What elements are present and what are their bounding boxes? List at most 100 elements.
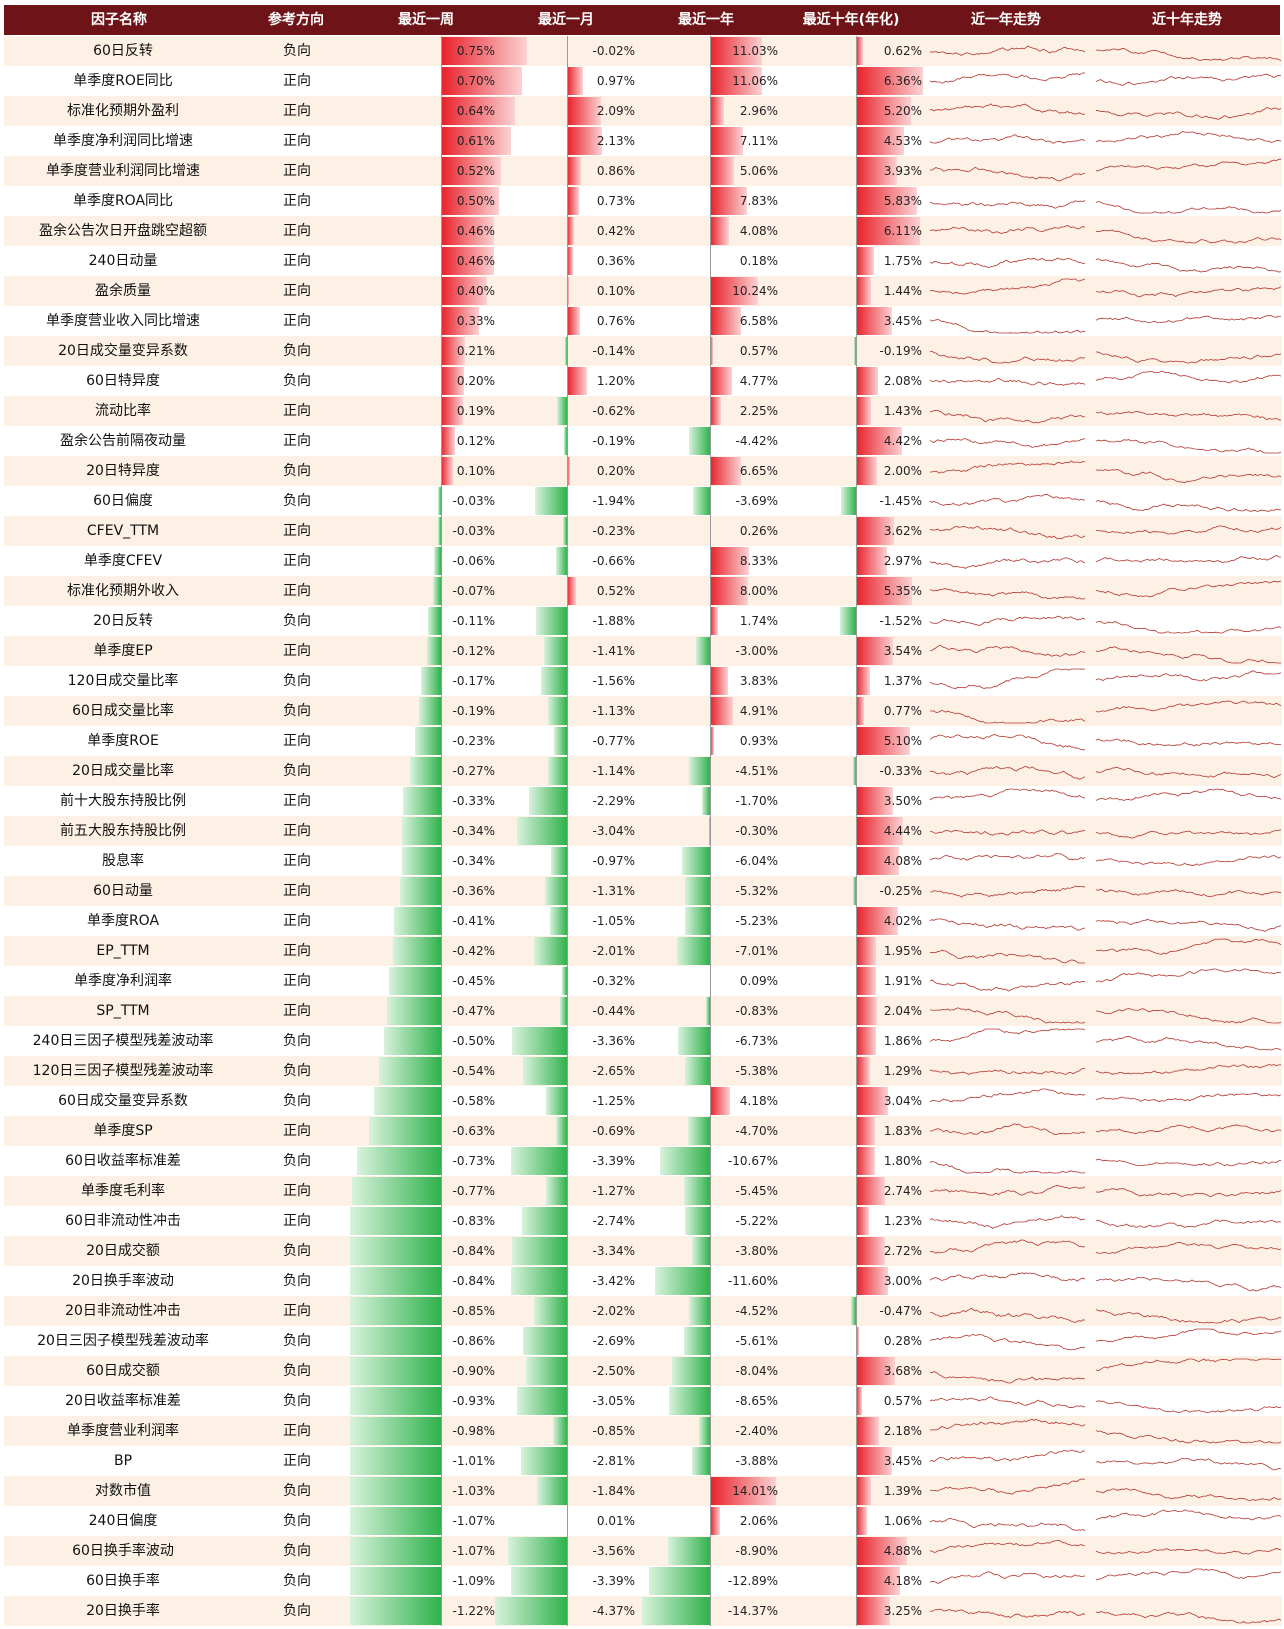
decade-bar (856, 907, 899, 935)
trend-1y-line (929, 257, 1086, 269)
trend-10y-line (1095, 1093, 1282, 1103)
trend-1y-line (929, 644, 1086, 657)
year-axis (710, 1566, 711, 1596)
week-value: -0.47% (452, 1004, 495, 1018)
year-value: -4.52% (735, 1304, 778, 1318)
factor-name: 240日动量 (88, 253, 158, 269)
decade-value: 2.18% (883, 1424, 922, 1438)
week-axis (441, 906, 442, 936)
year-value: -3.00% (735, 644, 778, 658)
trend-10y-line (1095, 888, 1282, 897)
trend-1y-line (929, 377, 1086, 386)
decade-axis (856, 1386, 857, 1416)
week-value: -0.50% (452, 1034, 495, 1048)
decade-bar (856, 547, 888, 575)
week-bar (350, 1507, 441, 1535)
year-axis (710, 756, 711, 786)
decade-axis (856, 126, 857, 156)
decade-bar (856, 277, 872, 305)
header-decade: 最近十年(年化) (802, 12, 900, 28)
table-row (4, 786, 1282, 816)
week-bar (421, 667, 441, 695)
year-value: -1.70% (735, 794, 778, 808)
month-value: -1.94% (592, 494, 635, 508)
decade-bar (856, 847, 899, 875)
week-value: 0.33% (456, 314, 495, 328)
trend-10y-line (1095, 229, 1282, 244)
decade-bar (856, 997, 878, 1025)
week-value: -0.41% (452, 914, 495, 928)
month-axis (567, 606, 568, 636)
week-axis (441, 1206, 442, 1236)
factor-name: 盈余公告次日开盘跳空超额 (39, 223, 207, 239)
week-axis (441, 1176, 442, 1206)
year-bar (710, 727, 715, 755)
year-bar (689, 427, 710, 455)
decade-axis (856, 1416, 857, 1446)
decade-bar (856, 127, 904, 155)
year-value: -11.60% (727, 1274, 778, 1288)
month-value: -0.19% (592, 434, 635, 448)
decade-value: 5.35% (883, 584, 922, 598)
month-value: -4.37% (592, 1604, 635, 1618)
month-bar (567, 97, 602, 125)
trend-10y-line (1095, 1430, 1282, 1444)
year-value: -14.37% (727, 1604, 778, 1618)
direction: 负向 (283, 1273, 311, 1289)
week-axis (441, 996, 442, 1026)
direction: 正向 (283, 733, 311, 749)
decade-bar (852, 757, 856, 785)
decade-axis (856, 696, 857, 726)
year-bar (692, 1237, 710, 1265)
factor-name: 60日换手率波动 (72, 1543, 174, 1559)
week-bar (350, 1417, 441, 1445)
week-axis (441, 1596, 442, 1626)
year-value: 0.18% (739, 254, 778, 268)
week-value: -0.73% (452, 1154, 495, 1168)
direction: 正向 (283, 283, 311, 299)
decade-axis (856, 1446, 857, 1476)
decade-value: -0.25% (879, 884, 922, 898)
table-row (4, 486, 1282, 516)
direction: 负向 (283, 493, 311, 509)
decade-value: 1.37% (883, 674, 922, 688)
direction: 负向 (283, 1363, 311, 1379)
year-value: 4.18% (739, 1094, 778, 1108)
trend-10y-line (1095, 1309, 1282, 1324)
year-bar (685, 907, 710, 935)
decade-axis (856, 1176, 857, 1206)
year-value: -2.40% (735, 1424, 778, 1438)
trend-1y-line (929, 1333, 1086, 1351)
direction: 正向 (283, 313, 311, 329)
year-value: 8.00% (739, 584, 778, 598)
direction: 正向 (283, 403, 311, 419)
decade-value: 5.10% (883, 734, 922, 748)
table-row (4, 666, 1282, 696)
table-row (4, 186, 1282, 216)
month-bar (522, 1327, 567, 1355)
year-axis (710, 36, 711, 66)
month-value: -3.39% (592, 1574, 635, 1588)
decade-bar (856, 1567, 900, 1595)
year-value: 0.93% (739, 734, 778, 748)
month-axis (567, 66, 568, 96)
factor-name: 20日换手率波动 (72, 1273, 174, 1289)
trend-10y-line (1095, 1400, 1282, 1413)
month-value: 1.20% (596, 374, 635, 388)
week-value: -0.58% (452, 1094, 495, 1108)
factor-name: 盈余公告前隔夜动量 (60, 433, 186, 449)
decade-bar (856, 37, 863, 65)
trend-1y-line (929, 1418, 1086, 1431)
year-axis (710, 1326, 711, 1356)
trend-10y-line (1095, 315, 1282, 324)
factor-name: 20日成交额 (86, 1243, 160, 1259)
decade-axis (856, 366, 857, 396)
month-value: -2.81% (592, 1454, 635, 1468)
decade-axis (856, 966, 857, 996)
year-axis (710, 1296, 711, 1326)
week-value: -0.34% (452, 824, 495, 838)
month-value: 2.13% (596, 134, 635, 148)
week-value: -0.90% (452, 1364, 495, 1378)
month-bar (525, 1357, 567, 1385)
decade-axis (856, 516, 857, 546)
